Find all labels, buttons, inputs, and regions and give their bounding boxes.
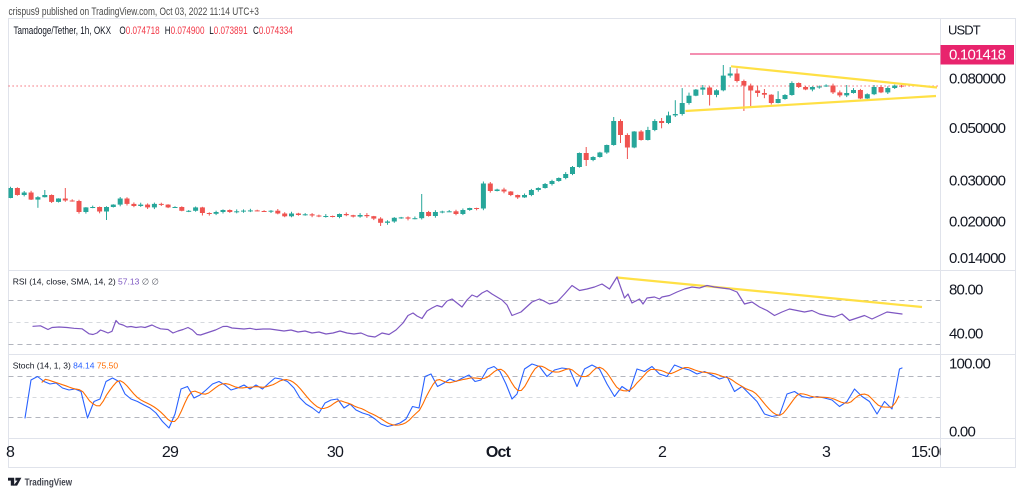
svg-text:29: 29 bbox=[162, 444, 179, 461]
svg-text:Tamadoge/Tether, 1h, OKX: Tamadoge/Tether, 1h, OKX bbox=[13, 25, 111, 38]
svg-text:30: 30 bbox=[327, 444, 344, 461]
svg-text:O0.074718: O0.074718 bbox=[119, 25, 159, 38]
svg-text:C0.074334: C0.074334 bbox=[253, 25, 293, 38]
svg-text:0.080000: 0.080000 bbox=[949, 70, 1006, 87]
svg-text:0.00: 0.00 bbox=[949, 423, 975, 440]
svg-text:8: 8 bbox=[6, 444, 15, 461]
svg-text:RSI (14, close, SMA, 14, 2) 57: RSI (14, close, SMA, 14, 2) 57.13 ∅ ∅ bbox=[13, 277, 160, 287]
svg-text:L0.073891: L0.073891 bbox=[209, 25, 247, 38]
svg-text:15:00: 15:00 bbox=[911, 444, 948, 461]
svg-text:0.101418: 0.101418 bbox=[949, 47, 1006, 64]
svg-text:2: 2 bbox=[658, 444, 667, 461]
svg-text:100.00: 100.00 bbox=[949, 355, 991, 372]
svg-text:crispus9 published on TradingV: crispus9 published on TradingView.com, O… bbox=[9, 6, 259, 18]
svg-text:40.00: 40.00 bbox=[949, 325, 983, 342]
svg-text:H0.074900: H0.074900 bbox=[165, 25, 205, 38]
svg-text:TradingView: TradingView bbox=[25, 477, 73, 488]
svg-text:0.030000: 0.030000 bbox=[949, 173, 1006, 190]
svg-text:3: 3 bbox=[822, 444, 831, 461]
svg-text:0.050000: 0.050000 bbox=[949, 120, 1006, 137]
svg-text:Stoch (14, 1, 3) 84.14 75.50: Stoch (14, 1, 3) 84.14 75.50 bbox=[13, 361, 119, 371]
svg-text:USDT: USDT bbox=[948, 23, 981, 38]
svg-text:Oct: Oct bbox=[486, 444, 512, 461]
svg-text:0.014000: 0.014000 bbox=[949, 250, 1006, 267]
svg-text:0.020000: 0.020000 bbox=[949, 214, 1006, 231]
svg-text:80.00: 80.00 bbox=[949, 281, 983, 298]
